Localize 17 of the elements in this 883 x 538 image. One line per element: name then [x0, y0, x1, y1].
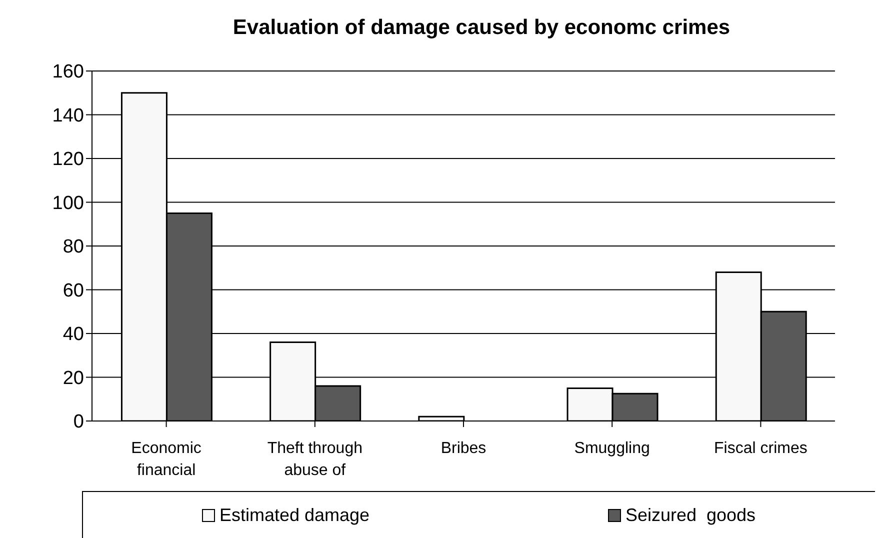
legend-label: Seizured goods	[625, 504, 756, 526]
x-tick-label: Smuggling	[574, 440, 650, 457]
y-tick-label: 40	[62, 324, 84, 346]
legend-label: Estimated damage	[219, 504, 370, 526]
chart-title: Evaluation of damage caused by economc crimes	[232, 16, 732, 40]
y-tick-label: 60	[62, 280, 84, 302]
y-tick-label: 80	[62, 236, 84, 258]
y-tick-label: 120	[52, 149, 84, 170]
y-tick-label: 140	[52, 105, 84, 126]
y-tick-label: 160	[52, 62, 84, 83]
y-tick-label: 20	[62, 368, 84, 389]
x-tick-label: Bribes	[440, 440, 486, 457]
x-tick-label: Economic financial	[131, 440, 202, 479]
y-tick-label: 100	[52, 192, 84, 214]
x-tick-label: Fiscal crimes	[714, 440, 808, 457]
y-tick-label: 0	[73, 412, 84, 433]
x-tick-label: Theft through abuse of	[267, 440, 362, 479]
